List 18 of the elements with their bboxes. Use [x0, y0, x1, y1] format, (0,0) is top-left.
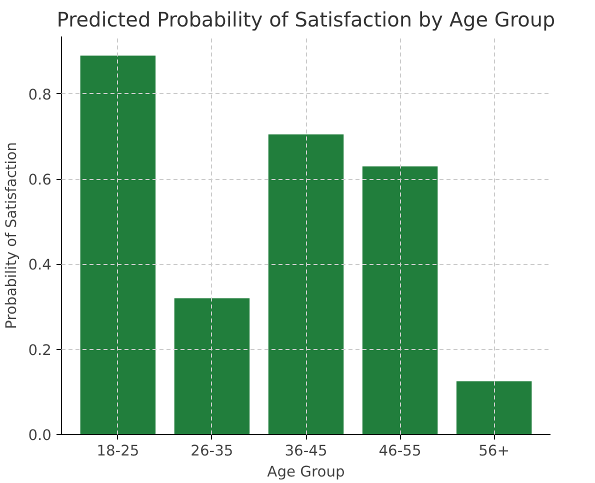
bar — [456, 381, 532, 434]
x-tick-label: 18-25 — [96, 442, 140, 460]
bar — [268, 134, 344, 434]
y-tick-label: 0.4 — [28, 256, 52, 274]
x-tick-label: 36-45 — [284, 442, 328, 460]
y-tick-label: 0.8 — [28, 86, 52, 104]
bar — [80, 56, 156, 434]
chart-title: Predicted Probability of Satisfaction by Age Group — [56, 8, 556, 32]
x-tick-label: 56+ — [478, 442, 510, 460]
bar — [362, 166, 438, 434]
y-tick-label: 0.0 — [28, 427, 52, 444]
bar — [174, 298, 250, 434]
x-tick-label: 26-35 — [190, 442, 234, 460]
y-axis-title: Probability of Satisfaction — [3, 142, 20, 329]
x-axis-title: Age Group — [267, 464, 345, 480]
y-tick-label: 0.2 — [28, 342, 52, 359]
x-tick-label: 46-55 — [378, 442, 422, 460]
y-tick-label: 0.6 — [28, 172, 52, 189]
